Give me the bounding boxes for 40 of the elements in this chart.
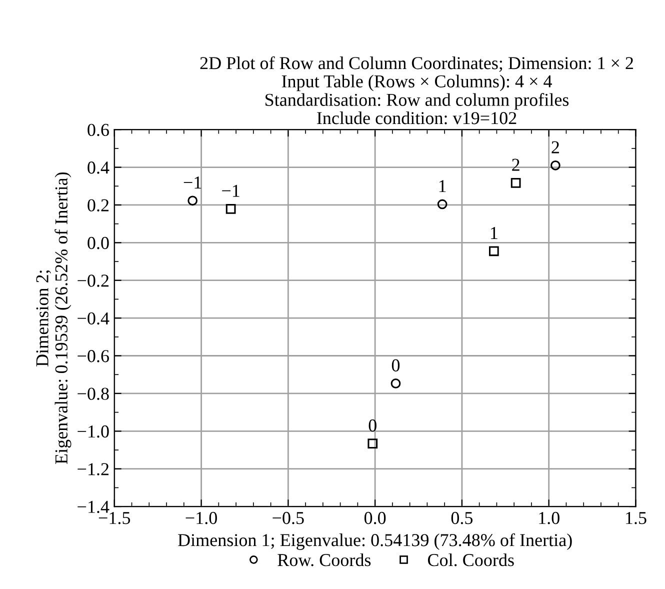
annotation: −1 xyxy=(222,184,240,197)
annotation: 0 xyxy=(392,359,400,372)
x-tick-label: 0.0 xyxy=(364,512,386,524)
point xyxy=(390,378,401,388)
x-tick-label: 1.5 xyxy=(626,512,646,524)
y-axis-title: Dimension 2; Eigenvalue: 0.19539 (26.52% of Inertia) xyxy=(36,172,72,464)
x-tick-label: −1.5 xyxy=(98,512,130,524)
annotation: 1 xyxy=(439,180,446,192)
annotation: 1 xyxy=(491,227,498,239)
y-tick-label: 0.0 xyxy=(88,236,109,250)
annotation: 2 xyxy=(552,141,559,154)
point xyxy=(188,196,198,206)
x-axis-title: Dimension 1; Eigenvalue: 0.54139 (73.48% of Inertia) xyxy=(178,533,572,550)
chart-subtitle: Input Table (Rows × Columns): 4 × 4 Standardisation: Row and column profiles Include condition: v19=102 xyxy=(266,74,569,124)
y-tick-label: −1.4 xyxy=(78,500,110,514)
point xyxy=(368,438,378,449)
y-tick-label: −1.2 xyxy=(78,463,109,476)
annotation: −1 xyxy=(184,176,202,188)
annotation: 0 xyxy=(368,419,376,432)
chart-title: 2D Plot of Row and Column Coordinates; Dimension: 1 × 2 xyxy=(200,56,634,72)
legend-label: Row. Coords xyxy=(278,553,371,566)
y-tick-label: −1.0 xyxy=(78,425,109,438)
x-tick-label: −1.0 xyxy=(186,512,217,524)
annotation: 2 xyxy=(512,158,520,171)
x-tick-label: 1.0 xyxy=(539,512,560,524)
point xyxy=(510,178,521,188)
legend-label: Col. Coords xyxy=(428,553,514,566)
y-tick-label: −0.6 xyxy=(78,350,109,362)
x-tick-label: 0.5 xyxy=(451,512,473,524)
point xyxy=(226,204,236,214)
y-tick-label: −0.2 xyxy=(78,274,109,287)
y-tick-label: 0.2 xyxy=(88,199,109,212)
point xyxy=(550,160,560,170)
y-tick-label: 0.6 xyxy=(88,124,109,136)
y-tick-label: −0.8 xyxy=(78,388,109,400)
x-tick-label: −0.5 xyxy=(272,512,304,524)
y-tick-label: 0.4 xyxy=(88,162,110,174)
point xyxy=(489,246,499,256)
point xyxy=(437,199,448,210)
y-tick-label: −0.4 xyxy=(78,312,110,325)
